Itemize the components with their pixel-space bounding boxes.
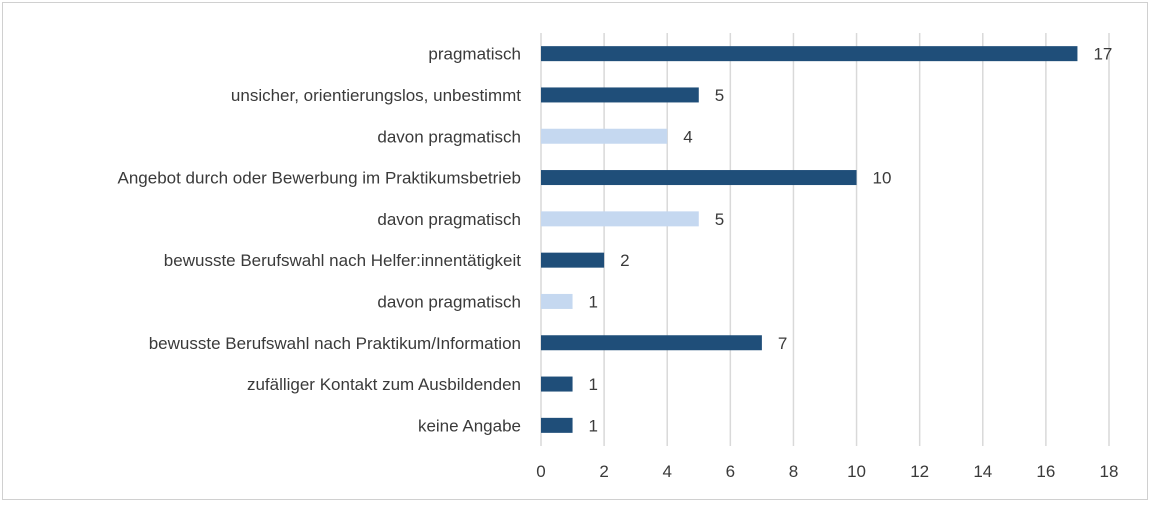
data-label: 5	[715, 86, 724, 105]
bar	[541, 46, 1078, 62]
x-tick-label: 14	[973, 462, 992, 481]
data-label: 10	[873, 169, 892, 188]
x-tick-label: 2	[599, 462, 608, 481]
x-tick-label: 0	[536, 462, 545, 481]
x-tick-label: 8	[789, 462, 798, 481]
bar	[541, 376, 573, 392]
category-label: keine Angabe	[418, 416, 521, 435]
bar	[541, 252, 605, 268]
category-label: bewusste Berufswahl nach Praktikum/Infor…	[149, 334, 521, 353]
bar	[541, 87, 699, 103]
bars	[541, 46, 1078, 433]
x-tick-label: 12	[910, 462, 929, 481]
data-label: 1	[589, 375, 598, 394]
x-axis-ticks: 0 2 4 6 8 10 12 14 16 18	[536, 462, 1118, 481]
data-label: 1	[589, 416, 598, 435]
bar	[541, 417, 573, 433]
data-label: 17	[1093, 45, 1112, 64]
bar	[541, 211, 699, 227]
data-label: 5	[715, 210, 724, 229]
category-label: Angebot durch oder Bewerbung im Praktiku…	[118, 169, 522, 188]
x-tick-label: 6	[726, 462, 735, 481]
category-label: unsicher, orientierungslos, unbestimmt	[231, 86, 521, 105]
data-label: 4	[683, 127, 692, 146]
category-label: davon pragmatisch	[377, 210, 521, 229]
category-label: davon pragmatisch	[377, 127, 521, 146]
bar	[541, 293, 573, 309]
bar	[541, 128, 668, 144]
x-tick-label: 18	[1100, 462, 1119, 481]
category-label: bewusste Berufswahl nach Helfer:innentät…	[164, 251, 521, 270]
bar	[541, 170, 857, 186]
x-tick-label: 16	[1036, 462, 1055, 481]
category-label: davon pragmatisch	[377, 292, 521, 311]
category-labels: pragmatisch unsicher, orientierungslos, u…	[118, 45, 522, 436]
data-label: 1	[589, 292, 598, 311]
bar-chart: pragmatisch unsicher, orientierungslos, u…	[118, 33, 1118, 481]
x-tick-label: 4	[662, 462, 671, 481]
data-label: 7	[778, 334, 787, 353]
bar	[541, 335, 762, 351]
category-label: zufälliger Kontakt zum Ausbildenden	[247, 375, 521, 394]
data-label: 2	[620, 251, 629, 270]
chart-frame: pragmatisch unsicher, orientierungslos, u…	[2, 2, 1148, 500]
category-label: pragmatisch	[428, 45, 521, 64]
x-tick-label: 10	[847, 462, 866, 481]
